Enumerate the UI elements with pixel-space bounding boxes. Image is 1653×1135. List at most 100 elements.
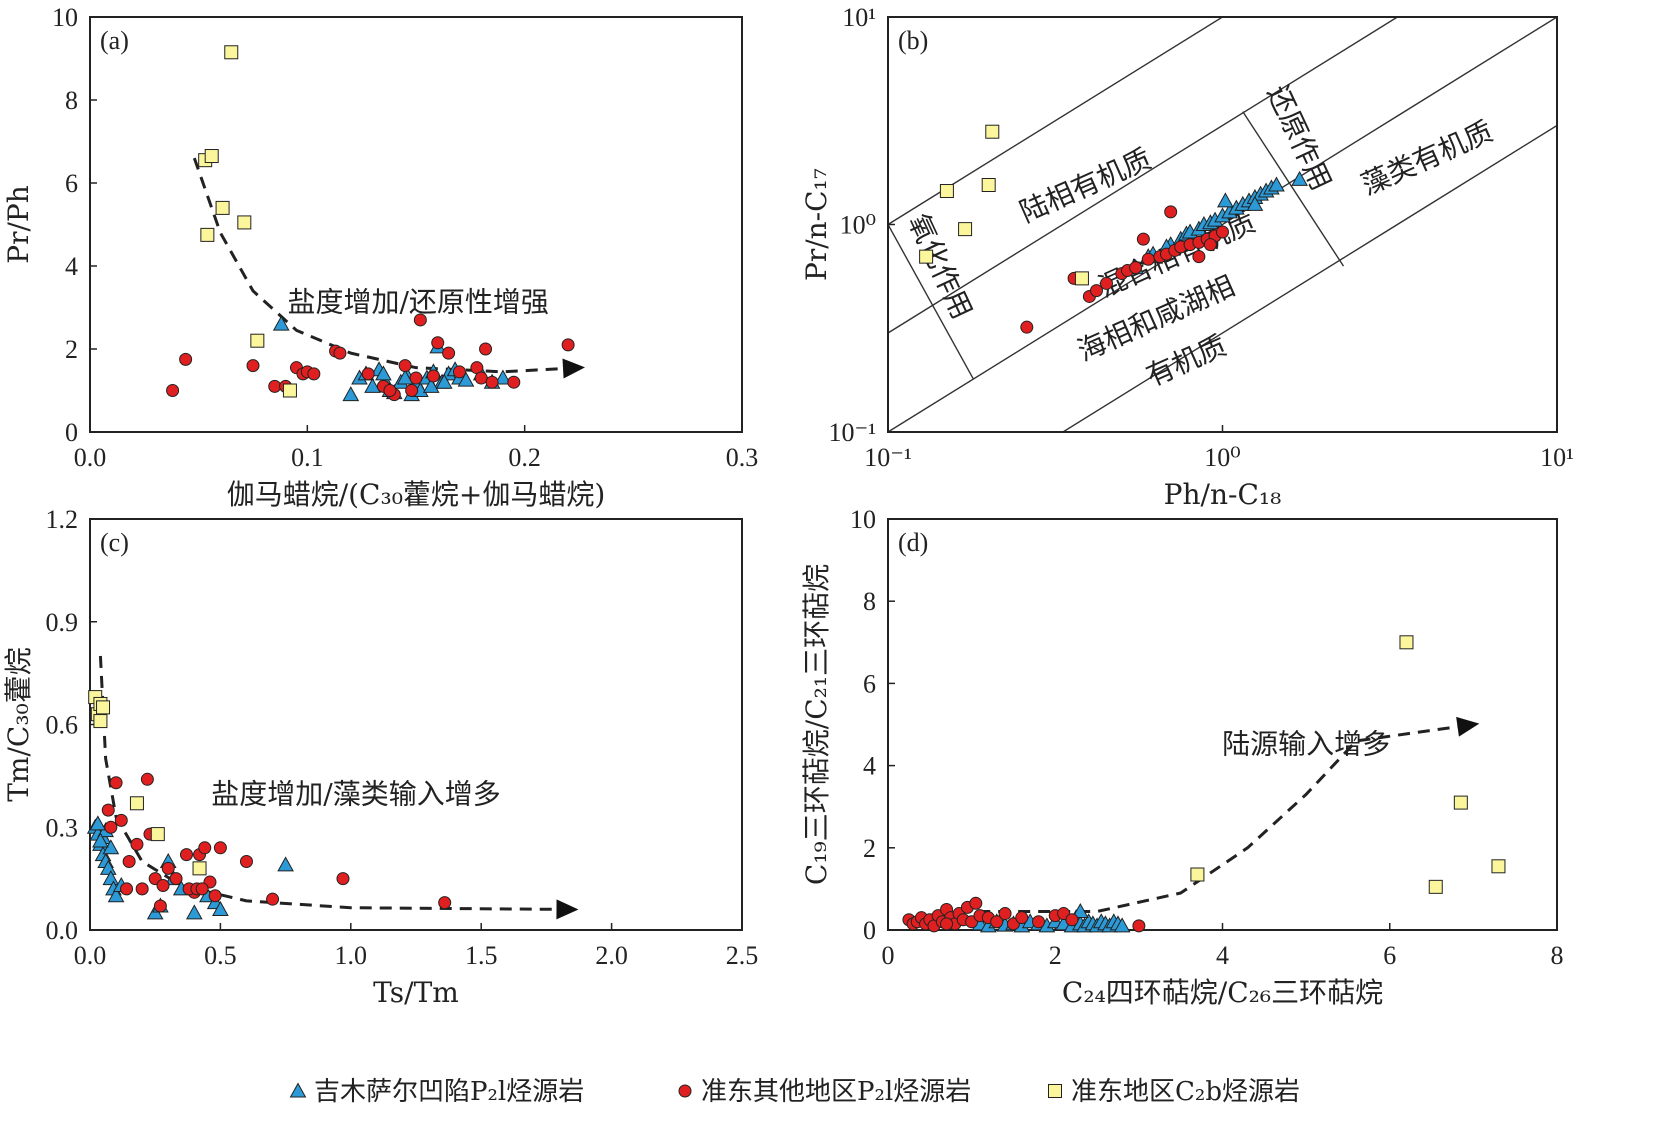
data-point xyxy=(1129,261,1143,275)
panel-letter: (b) xyxy=(898,26,928,55)
x-tick-label: 0.0 xyxy=(74,443,107,472)
diagonal-line xyxy=(888,17,1224,226)
data-point xyxy=(452,365,466,379)
series-circle xyxy=(902,896,1146,933)
data-point xyxy=(224,45,239,60)
data-point xyxy=(1216,225,1229,239)
data-point xyxy=(109,776,123,790)
data-point xyxy=(101,803,115,817)
data-point xyxy=(268,379,282,393)
legend: 吉木萨尔凹陷P₂l烃源岩 准东其他地区P₂l烃源岩 准东地区C₂b烃源岩 xyxy=(289,1077,1300,1107)
data-point xyxy=(1268,176,1285,192)
data-point xyxy=(479,342,493,356)
panel-d: 0 2 4 6 8 0 2 4 6 8 10 C₂₄四环萜烷/C₂₆三环萜烷 C₁₉三环萜烷/C₂₁三环… xyxy=(800,505,1564,1009)
legend-marker-triangle xyxy=(289,1082,307,1098)
panel-b: 陆相有机质混合相有机质海相和咸湖相有机质藻类有机质氧化作用还原作用10⁻¹10⁰… xyxy=(800,3,1574,511)
data-point xyxy=(89,815,107,831)
x-tick-label: 0 xyxy=(882,941,895,970)
data-point xyxy=(130,837,144,851)
trend-arrow-head xyxy=(1456,716,1480,737)
x-tick-label: 10⁰ xyxy=(1204,443,1240,472)
data-point xyxy=(333,346,347,360)
data-point xyxy=(981,178,996,193)
panel-letter: (d) xyxy=(898,528,928,557)
data-point xyxy=(336,872,350,886)
data-point xyxy=(431,336,445,350)
legend-label: 准东地区C₂b烃源岩 xyxy=(1071,1077,1300,1107)
data-point xyxy=(1399,635,1414,650)
data-point xyxy=(1291,170,1308,186)
data-point xyxy=(1246,195,1264,211)
diagonal-line xyxy=(888,17,1557,432)
series-triangle xyxy=(86,815,294,920)
data-point xyxy=(939,184,954,199)
series-square xyxy=(88,690,207,876)
y-tick-label: 0 xyxy=(863,916,876,945)
annotation: 盐度增加/还原性增强 xyxy=(287,286,548,319)
data-point xyxy=(102,870,120,886)
y-tick-label: 6 xyxy=(863,669,876,698)
data-point xyxy=(213,841,227,855)
data-point xyxy=(212,900,229,916)
data-point xyxy=(1089,284,1103,298)
data-point xyxy=(485,375,499,389)
data-point xyxy=(396,369,414,385)
data-point xyxy=(435,373,453,389)
x-axis-title: Ph/n-C₁₈ xyxy=(1164,478,1282,511)
data-point xyxy=(129,796,144,811)
y-tick-label: 0.0 xyxy=(46,916,79,945)
series-circle xyxy=(1020,205,1229,334)
x-tick-label: 0.0 xyxy=(74,941,107,970)
data-point xyxy=(179,352,193,366)
data-point xyxy=(413,313,427,327)
x-tick-label: 2.5 xyxy=(726,941,759,970)
data-point xyxy=(457,371,475,387)
data-point xyxy=(1141,252,1155,266)
series-circle xyxy=(166,313,575,402)
data-point xyxy=(266,892,280,906)
data-point xyxy=(237,215,252,230)
x-axis-title: 伽马蜡烷/(C₃₀藿烷+伽马蜡烷) xyxy=(227,478,606,511)
data-point xyxy=(120,882,134,896)
data-point xyxy=(990,915,1004,929)
data-point xyxy=(204,149,219,164)
trend-arrow-head xyxy=(556,899,579,920)
data-point xyxy=(422,377,440,393)
y-tick-label: 2 xyxy=(863,834,876,863)
x-tick-label: 0.3 xyxy=(726,443,759,472)
legend-marker-square xyxy=(1048,1084,1062,1098)
x-tick-label: 10¹ xyxy=(1540,443,1574,472)
data-point xyxy=(958,222,973,237)
data-point xyxy=(1071,902,1089,919)
data-point xyxy=(122,855,136,868)
y-axis-title: Tm/C₃₀藿烷 xyxy=(2,647,35,802)
y-tick-label: 8 xyxy=(863,587,876,616)
data-point xyxy=(1453,795,1468,810)
data-point xyxy=(185,904,203,920)
data-point xyxy=(250,333,265,348)
data-point xyxy=(969,896,983,910)
y-tick-label: 6 xyxy=(65,169,78,198)
annotation: 陆源输入增多 xyxy=(1222,727,1390,760)
data-point xyxy=(474,371,488,385)
trend-arrow-line xyxy=(938,723,1474,914)
y-tick-label: 0.9 xyxy=(46,608,79,637)
data-point xyxy=(208,889,222,903)
data-point xyxy=(919,249,934,264)
data-point xyxy=(361,367,375,381)
oxidation-boundary xyxy=(888,224,975,380)
panel-a: 0.0 0.1 0.2 0.3 0 2 4 6 8 10 伽马蜡烷/(C₃₀藿烷+伽马蜡烷) Pr/P… xyxy=(2,3,758,511)
x-tick-label: 8 xyxy=(1551,941,1564,970)
data-point xyxy=(940,917,954,931)
data-point xyxy=(272,315,290,331)
x-tick-label: 1.5 xyxy=(465,941,498,970)
data-point xyxy=(307,367,321,381)
x-tick-label: 2 xyxy=(1049,941,1062,970)
data-point xyxy=(342,386,360,402)
data-point xyxy=(398,359,412,373)
data-point xyxy=(1190,867,1205,882)
x-tick-label: 6 xyxy=(1383,941,1396,970)
data-point xyxy=(140,772,154,786)
data-point xyxy=(104,820,118,834)
plot-frame xyxy=(89,518,743,931)
